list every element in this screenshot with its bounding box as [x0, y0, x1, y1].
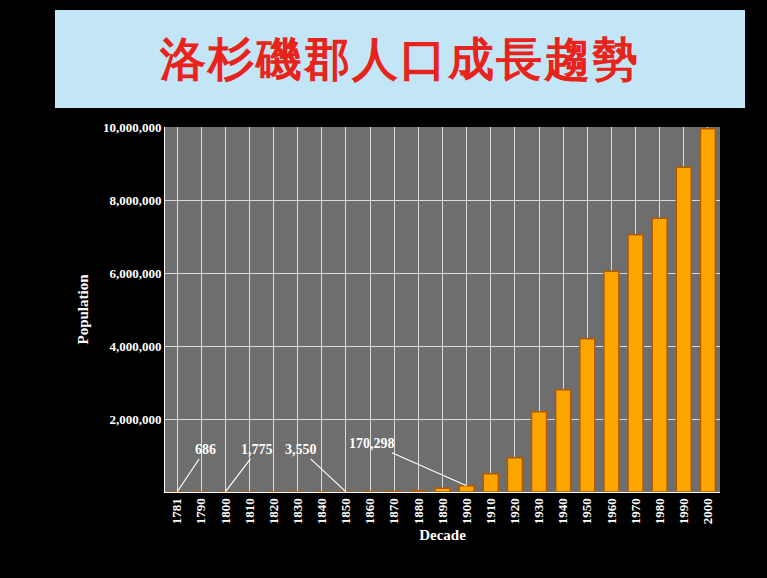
svg-text:1930: 1930 — [531, 498, 546, 524]
svg-text:1781: 1781 — [169, 498, 184, 524]
svg-text:8,000,000: 8,000,000 — [109, 193, 161, 208]
svg-text:4,000,000: 4,000,000 — [109, 339, 161, 354]
svg-text:Population: Population — [75, 274, 91, 345]
svg-text:1860: 1860 — [362, 498, 377, 524]
svg-text:1970: 1970 — [628, 498, 643, 524]
svg-text:1,775: 1,775 — [241, 442, 273, 457]
svg-text:1850: 1850 — [338, 498, 353, 524]
svg-text:1830: 1830 — [290, 498, 305, 524]
svg-text:1820: 1820 — [266, 498, 281, 524]
svg-text:1960: 1960 — [604, 498, 619, 524]
svg-text:1890: 1890 — [435, 498, 450, 524]
svg-text:1800: 1800 — [218, 498, 233, 524]
svg-text:170,298: 170,298 — [349, 436, 395, 451]
svg-text:686: 686 — [195, 442, 216, 457]
svg-text:1900: 1900 — [459, 498, 474, 524]
svg-text:1990: 1990 — [676, 498, 691, 524]
svg-text:1790: 1790 — [193, 498, 208, 524]
svg-text:1980: 1980 — [652, 498, 667, 524]
svg-text:2,000,000: 2,000,000 — [109, 412, 161, 427]
svg-text:1880: 1880 — [411, 498, 426, 524]
html-text:洛杉磯郡人口成長趨勢: 洛杉磯郡人口成長趨勢 — [160, 32, 640, 86]
svg-text:10,000,000: 10,000,000 — [103, 120, 162, 135]
svg-text:1910: 1910 — [483, 498, 498, 524]
svg-text:1950: 1950 — [580, 498, 595, 524]
svg-text:1940: 1940 — [555, 498, 570, 524]
svg-text:6,000,000: 6,000,000 — [109, 266, 161, 281]
svg-text:1840: 1840 — [314, 498, 329, 524]
svg-text:3,550: 3,550 — [285, 442, 317, 457]
svg-text:1810: 1810 — [242, 498, 257, 524]
svg-text:1920: 1920 — [507, 498, 522, 524]
svg-text:2000: 2000 — [700, 498, 715, 524]
svg-text:1870: 1870 — [386, 498, 401, 524]
svg-text:Decade: Decade — [419, 527, 466, 543]
